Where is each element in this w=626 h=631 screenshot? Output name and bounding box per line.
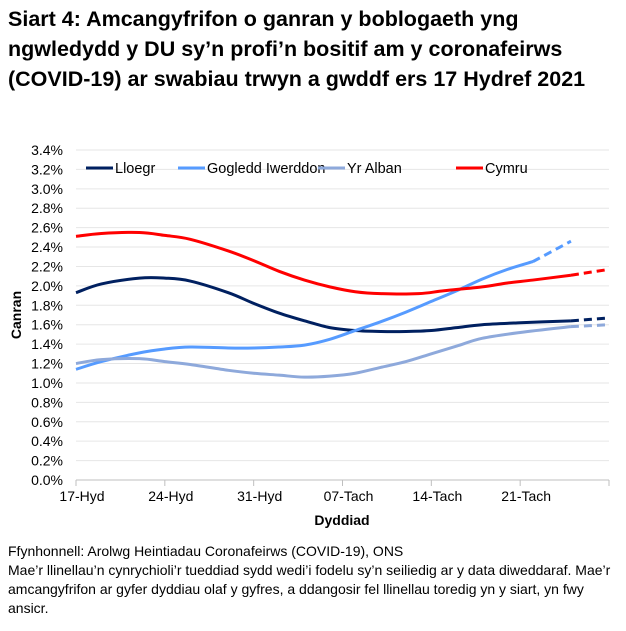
- line-chart: 0.0% 0.2% 0.4% 0.6% 0.8% 1.0% 1.2% 1.4% 1.6% 1.8%…: [8, 142, 610, 528]
- y-tick-label: 1.8%: [31, 297, 63, 313]
- series-line: [75, 276, 571, 334]
- x-tick-label: 07-Tach: [324, 488, 374, 504]
- series-line: [75, 325, 572, 379]
- legend-label: Cymru: [485, 161, 528, 177]
- x-axis-title: Dyddiad: [314, 512, 369, 528]
- y-tick-label: 1.6%: [31, 317, 63, 333]
- y-tick-label: 1.0%: [31, 375, 63, 391]
- series-projected-line: [570, 316, 610, 323]
- legend-item: Yr Alban: [318, 161, 402, 177]
- chart-title: Siart 4: Amcangyfrifon o ganran y boblog…: [8, 7, 586, 91]
- series-lloegr: [75, 276, 610, 334]
- legend-item: Lloegr: [86, 161, 155, 177]
- y-tick-label: 2.8%: [31, 200, 63, 216]
- series-projected-line: [570, 323, 610, 329]
- y-tick-label: 3.0%: [31, 181, 63, 197]
- uncertainty-note: Mae’r llinellau’n cynrychioli’r tueddiad…: [8, 562, 611, 616]
- legend-label: Lloegr: [115, 161, 155, 177]
- y-tick-label: 2.0%: [31, 278, 63, 294]
- x-tick-label: 24-Hyd: [148, 488, 193, 504]
- series-yr-alban: [75, 323, 610, 379]
- x-tick-label: 21-Tach: [501, 488, 551, 504]
- y-tick-label: 1.4%: [31, 336, 63, 352]
- y-tick-label: 2.2%: [31, 258, 63, 274]
- y-tick-label: 2.4%: [31, 239, 63, 255]
- y-tick-label: 1.2%: [31, 356, 63, 372]
- x-tick-label: 14-Tach: [412, 488, 462, 504]
- y-axis-title: Canran: [8, 291, 24, 339]
- legend-label: Yr Alban: [347, 161, 402, 177]
- y-tick-label: 0.4%: [31, 433, 63, 449]
- y-tick-label: 2.6%: [31, 220, 63, 236]
- y-tick-label: 0.0%: [31, 472, 63, 488]
- y-tick-label: 3.4%: [31, 142, 63, 158]
- series-cymru: [75, 230, 610, 296]
- chart-notes: Ffynhonnell: Arolwg Heintiadau Coronafei…: [8, 542, 620, 618]
- series-projected-line: [570, 267, 610, 277]
- y-tick-label: 0.6%: [31, 414, 63, 430]
- x-tick-label: 31-Hyd: [237, 488, 282, 504]
- legend-item: Gogledd Iwerddon: [178, 161, 326, 177]
- series-projected-line: [532, 239, 572, 263]
- source-note: Ffynhonnell: Arolwg Heintiadau Coronafei…: [8, 543, 404, 559]
- y-tick-label: 0.2%: [31, 453, 63, 469]
- x-tick-label: 17-Hyd: [59, 488, 104, 504]
- legend-label: Gogledd Iwerddon: [207, 161, 326, 177]
- legend-item: Cymru: [456, 161, 528, 177]
- y-tick-label: 0.8%: [31, 394, 63, 410]
- series-line: [75, 230, 572, 296]
- y-tick-label: 3.2%: [31, 161, 63, 177]
